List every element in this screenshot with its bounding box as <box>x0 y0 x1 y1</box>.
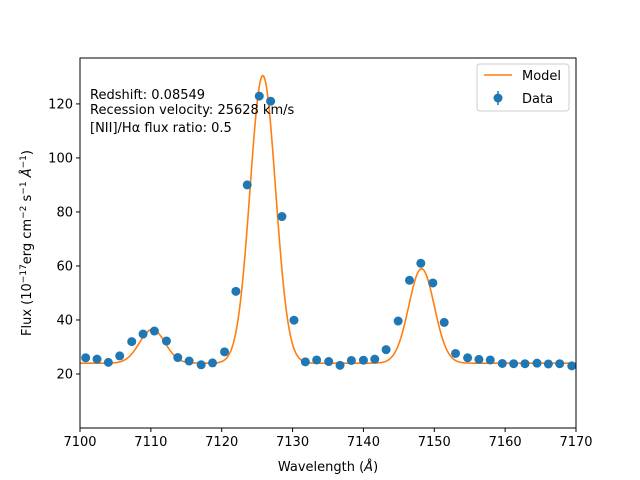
data-point <box>451 348 461 358</box>
axis-ticks: 7100 7110 7120 7130 7140 7150 7160 7170 20 40 60 80… <box>48 97 592 450</box>
data-point <box>231 286 241 296</box>
x-tick-label: 7130 <box>276 435 309 450</box>
annotation-recession-velocity: Recession velocity: 25628 km/s <box>90 103 295 118</box>
x-tick-label: 7140 <box>347 435 380 450</box>
data-point <box>381 345 391 355</box>
y-tick-label: 80 <box>56 205 73 220</box>
data-point <box>463 353 473 363</box>
data-point <box>404 275 414 285</box>
data-point <box>254 91 264 101</box>
y-tick-label: 100 <box>48 151 73 166</box>
data-point <box>509 359 519 369</box>
data-point <box>428 278 438 288</box>
data-point <box>543 359 553 369</box>
data-point <box>196 360 206 370</box>
data-point <box>474 354 484 364</box>
data-point <box>127 337 137 347</box>
data-point <box>312 355 322 365</box>
data-point <box>439 317 449 327</box>
data-point <box>416 258 426 268</box>
data-point <box>115 351 125 361</box>
data-point <box>242 180 252 190</box>
axes-frame <box>79 57 577 429</box>
plot-area <box>80 74 576 371</box>
annotation-redshift: Redshift: 0.08549 <box>90 88 205 103</box>
data-point <box>208 358 217 368</box>
data-point <box>370 354 380 364</box>
data-point <box>138 329 148 339</box>
data-point <box>81 353 91 363</box>
legend-model-label: Model <box>522 69 561 84</box>
x-tick-label: 7110 <box>134 435 167 450</box>
data-point <box>555 359 565 369</box>
x-tick-label: 7160 <box>489 435 522 450</box>
x-axis-label: Wavelength (Å) <box>278 459 378 475</box>
y-tick-label: 20 <box>56 367 73 382</box>
data-point <box>184 356 194 366</box>
data-point <box>497 358 507 368</box>
data-point <box>358 355 368 365</box>
y-tick-label: 60 <box>56 259 73 274</box>
data-point <box>277 212 287 222</box>
data-point <box>103 357 113 367</box>
data-point <box>532 358 542 368</box>
data-point <box>324 357 334 367</box>
data-point <box>567 361 576 371</box>
x-tick-label: 7120 <box>205 435 238 450</box>
data-point <box>149 326 159 336</box>
x-tick-label: 7150 <box>418 435 451 450</box>
data-point <box>520 359 530 369</box>
data-point <box>161 336 171 346</box>
data-point <box>485 355 495 365</box>
x-tick-label: 7170 <box>559 435 592 450</box>
data-point <box>335 360 345 370</box>
x-tick-label: 7100 <box>63 435 96 450</box>
data-point <box>346 355 356 365</box>
data-point <box>220 347 230 357</box>
data-point <box>393 316 403 326</box>
legend-data-label: Data <box>522 92 553 107</box>
annotation-flux-ratio: [NII]/Hα flux ratio: 0.5 <box>90 121 232 136</box>
legend: Model Data <box>476 63 570 112</box>
legend-data-swatch <box>493 93 503 103</box>
data-point <box>300 357 310 367</box>
data-point <box>266 96 276 106</box>
data-point <box>92 354 102 364</box>
y-tick-label: 120 <box>48 97 73 112</box>
y-axis-label: Flux (10−17erg cm−2 s−1 Å−1) <box>19 150 35 336</box>
data-point <box>173 353 183 363</box>
data-point <box>289 315 299 325</box>
y-tick-label: 40 <box>56 313 73 328</box>
